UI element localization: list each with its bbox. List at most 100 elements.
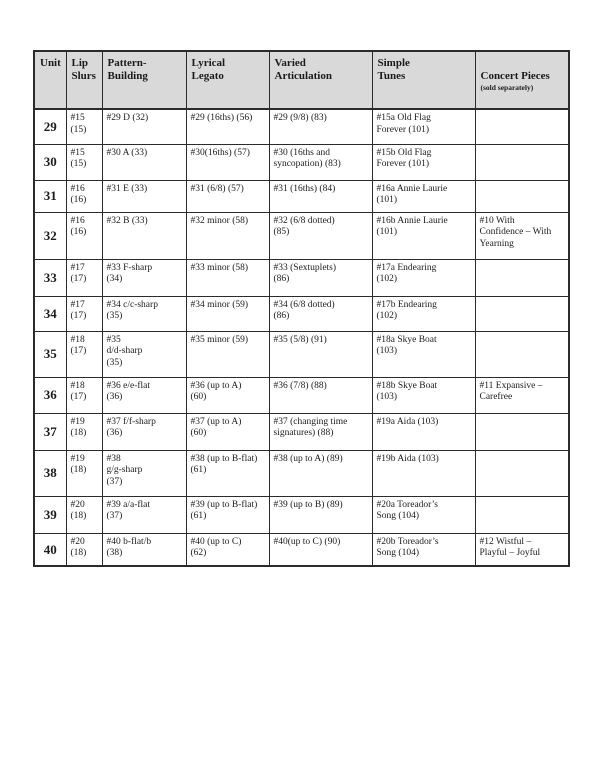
cell-varied-articulation: #33 (Sextuplets) (86): [268, 258, 373, 297]
cell-simple-tunes: #17a Endearing (102): [371, 258, 476, 297]
lesson-unit-table: Unit Lip Slurs Pattern- Building Lyrical…: [33, 50, 570, 567]
cell-lip-slurs: #18 (17): [65, 330, 103, 378]
cell-varied-articulation: #39 (up to B) (89): [268, 495, 373, 534]
table-row-unit-36: 36 #18 (17) #36 e/e-flat (36) #36 (up to A)…: [33, 376, 570, 414]
cell-pattern-building: #30 A (33): [101, 143, 187, 181]
cell-lyrical-legato: #39 (up to B-flat) (61): [185, 495, 270, 534]
cell-varied-articulation: #30 (16ths and syncopation) (83): [268, 143, 373, 181]
cell-lip-slurs: #15 (15): [65, 143, 103, 181]
unit-number-cell: 39: [33, 495, 67, 534]
cell-pattern-building: #31 E (33): [101, 179, 187, 213]
cell-lip-slurs: #16 (16): [65, 179, 103, 213]
cell-varied-articulation: #29 (9/8) (83): [268, 108, 373, 145]
cell-varied-articulation: #36 (7/8) (88): [268, 376, 373, 414]
cell-simple-tunes: #20a Toreador’s Song (104): [371, 495, 476, 534]
cell-lyrical-legato: #33 minor (58): [185, 258, 270, 297]
unit-number-cell: 38: [33, 449, 67, 497]
cell-lyrical-legato: #32 minor (58): [185, 211, 270, 260]
cell-simple-tunes: #15a Old Flag Forever (101): [371, 108, 476, 145]
unit-number-cell: 31: [33, 179, 67, 213]
cell-varied-articulation: #34 (6/8 dotted) (86): [268, 295, 373, 332]
cell-varied-articulation: #31 (16ths) (84): [268, 179, 373, 213]
cell-pattern-building: #37 f/f-sharp (36): [101, 412, 187, 451]
cell-varied-articulation: #40(up to C) (90): [268, 532, 373, 567]
cell-lip-slurs: #20 (18): [65, 495, 103, 534]
cell-lyrical-legato: #34 minor (59): [185, 295, 270, 332]
unit-number-cell: 40: [33, 532, 67, 567]
cell-pattern-building: #36 e/e-flat (36): [101, 376, 187, 414]
table-row-unit-35: 35 #18 (17) #35 d/d-sharp (35) #35 minor (5…: [33, 330, 570, 378]
cell-pattern-building: #32 B (33): [101, 211, 187, 260]
cell-simple-tunes: #16a Annie Laurie (101): [371, 179, 476, 213]
unit-number-cell: 34: [33, 295, 67, 332]
table-row-unit-30: 30 #15 (15) #30 A (33) #30(16ths) (57) #30 (…: [33, 143, 570, 181]
cell-simple-tunes: #20b Toreador’s Song (104): [371, 532, 476, 567]
table-row-unit-39: 39 #20 (18) #39 a/a-flat (37) #39 (up to B-…: [33, 495, 570, 534]
cell-lip-slurs: #17 (17): [65, 295, 103, 332]
unit-number-cell: 37: [33, 412, 67, 451]
cell-varied-articulation: #32 (6/8 dotted) (85): [268, 211, 373, 260]
table-row-unit-34: 34 #17 (17) #34 c/c-sharp (35) #34 minor (5…: [33, 295, 570, 332]
table-row-unit-33: 33 #17 (17) #33 F-sharp (34) #33 minor (58)…: [33, 258, 570, 297]
cell-lip-slurs: #17 (17): [65, 258, 103, 297]
cell-lyrical-legato: #29 (16ths) (56): [185, 108, 270, 145]
cell-lyrical-legato: #40 (up to C) (62): [185, 532, 270, 567]
cell-lip-slurs: #19 (18): [65, 449, 103, 497]
unit-number-cell: 35: [33, 330, 67, 378]
cell-simple-tunes: #16b Annie Laurie (101): [371, 211, 476, 260]
cell-concert-pieces: #12 Wistful – Playful – Joyful: [474, 532, 570, 567]
unit-number-cell: 36: [33, 376, 67, 414]
cell-simple-tunes: #17b Endearing (102): [371, 295, 476, 332]
cell-lyrical-legato: #36 (up to A) (60): [185, 376, 270, 414]
unit-number-cell: 29: [33, 108, 67, 145]
table-row-unit-37: 37 #19 (18) #37 f/f-sharp (36) #37 (up to A…: [33, 412, 570, 451]
column-header-pattern-building: Pattern- Building: [101, 50, 187, 110]
table-body: 29 #15 (15) #29 D (32) #29 (16ths) (56) #29 …: [33, 108, 570, 567]
cell-pattern-building: #39 a/a-flat (37): [101, 495, 187, 534]
unit-number-cell: 33: [33, 258, 67, 297]
cell-concert-pieces: [474, 179, 570, 213]
cell-lip-slurs: #19 (18): [65, 412, 103, 451]
cell-simple-tunes: #15b Old Flag Forever (101): [371, 143, 476, 181]
column-header-varied-articulation: Varied Articulation: [268, 50, 373, 110]
cell-varied-articulation: #35 (5/8) (91): [268, 330, 373, 378]
unit-number-cell: 32: [33, 211, 67, 260]
cell-lip-slurs: #15 (15): [65, 108, 103, 145]
cell-pattern-building: #33 F-sharp (34): [101, 258, 187, 297]
cell-pattern-building: #40 b-flat/b (38): [101, 532, 187, 567]
cell-lip-slurs: #16 (16): [65, 211, 103, 260]
column-header-lip-slurs: Lip Slurs: [65, 50, 103, 110]
cell-varied-articulation: #38 (up to A) (89): [268, 449, 373, 497]
cell-varied-articulation: #37 (changing time signatures) (88): [268, 412, 373, 451]
cell-simple-tunes: #19a Aida (103): [371, 412, 476, 451]
cell-pattern-building: #34 c/c-sharp (35): [101, 295, 187, 332]
table-header-row: Unit Lip Slurs Pattern- Building Lyrical…: [33, 50, 570, 110]
sold-separately-note: (sold separately): [480, 83, 534, 92]
cell-concert-pieces: [474, 449, 570, 497]
cell-lip-slurs: #20 (18): [65, 532, 103, 567]
cell-pattern-building: #38 g/g-sharp (37): [101, 449, 187, 497]
cell-simple-tunes: #19b Aida (103): [371, 449, 476, 497]
table-row-unit-31: 31 #16 (16) #31 E (33) #31 (6/8) (57) #31 (1…: [33, 179, 570, 213]
column-header-lyrical-legato: Lyrical Legato: [185, 50, 270, 110]
cell-lyrical-legato: #35 minor (59): [185, 330, 270, 378]
cell-pattern-building: #29 D (32): [101, 108, 187, 145]
table-row-unit-32: 32 #16 (16) #32 B (33) #32 minor (58) #32 (6…: [33, 211, 570, 260]
cell-concert-pieces: [474, 143, 570, 181]
cell-concert-pieces: [474, 330, 570, 378]
cell-lyrical-legato: #31 (6/8) (57): [185, 179, 270, 213]
cell-lyrical-legato: #30(16ths) (57): [185, 143, 270, 181]
column-header-unit: Unit: [33, 50, 67, 110]
cell-concert-pieces: #11 Expansive – Carefree: [474, 376, 570, 414]
cell-concert-pieces: [474, 295, 570, 332]
column-header-simple-tunes: Simple Tunes: [371, 50, 476, 110]
cell-simple-tunes: #18a Skye Boat (103): [371, 330, 476, 378]
cell-lyrical-legato: #38 (up to B-flat) (61): [185, 449, 270, 497]
cell-pattern-building: #35 d/d-sharp (35): [101, 330, 187, 378]
cell-concert-pieces: [474, 258, 570, 297]
cell-concert-pieces: [474, 108, 570, 145]
table-row-unit-40: 40 #20 (18) #40 b-flat/b (38) #40 (up to C)…: [33, 532, 570, 567]
table-row-unit-38: 38 #19 (18) #38 g/g-sharp (37) #38 (up to B…: [33, 449, 570, 497]
column-header-concert-pieces: Concert Pieces (sold separately): [474, 50, 570, 110]
